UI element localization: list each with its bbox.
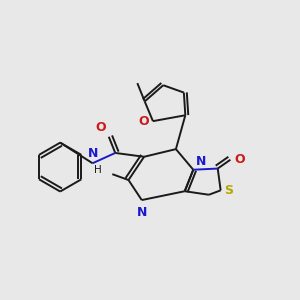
Text: H: H	[94, 165, 102, 175]
Text: O: O	[95, 122, 106, 134]
Text: O: O	[234, 153, 244, 166]
Text: N: N	[196, 155, 207, 168]
Text: N: N	[88, 147, 98, 160]
Text: N: N	[136, 206, 147, 219]
Text: O: O	[139, 115, 149, 128]
Text: S: S	[224, 184, 233, 197]
